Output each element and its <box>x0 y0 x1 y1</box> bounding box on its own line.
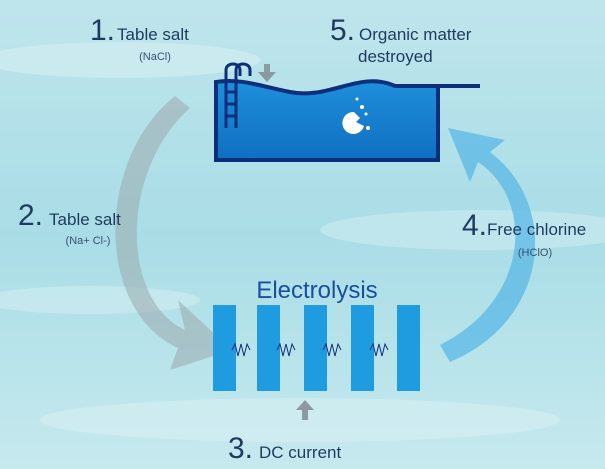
step-number: 3. <box>228 432 253 465</box>
step-number: 4. <box>462 209 487 242</box>
step-text: Table salt <box>117 25 189 44</box>
step-text: Table salt <box>49 210 121 229</box>
step-text: Organic matter <box>359 25 472 44</box>
page: 1.Table salt (NaCl) 5.Organic matter des… <box>0 0 605 469</box>
step-5-line-2: destroyed <box>358 47 433 66</box>
step-1-sub: (NaCl) <box>139 51 171 63</box>
diagram: 1.Table salt (NaCl) 5.Organic matter des… <box>0 0 605 469</box>
step-number: 5. <box>330 14 355 47</box>
step-2-sub: (Na+ Cl-) <box>66 235 111 247</box>
center-label: Electrolysis <box>256 277 377 304</box>
step-text: DC current <box>259 443 341 462</box>
step-4-sub: (HClO) <box>518 247 552 259</box>
step-text: Free chlorine <box>487 220 586 239</box>
step-number: 1. <box>90 14 115 47</box>
step-number: 2. <box>18 199 43 232</box>
